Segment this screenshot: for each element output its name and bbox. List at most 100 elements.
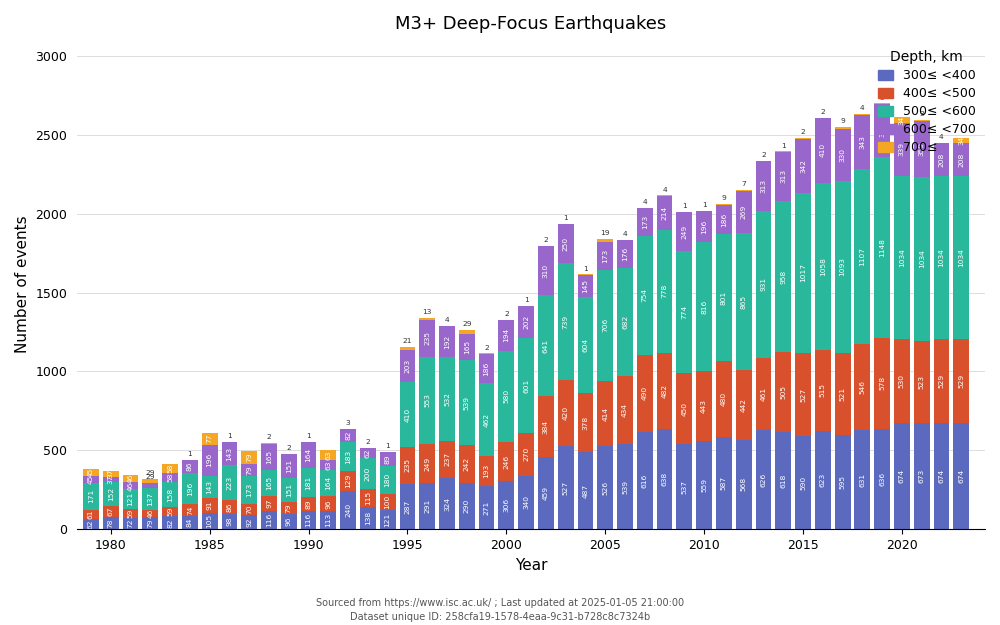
Text: 339: 339 <box>899 142 905 156</box>
Bar <box>459 445 475 484</box>
Bar <box>498 481 514 529</box>
Bar <box>162 464 178 473</box>
Text: 45: 45 <box>88 474 94 484</box>
Bar <box>637 236 653 355</box>
Bar <box>756 431 771 529</box>
Bar <box>558 224 574 263</box>
Bar <box>360 458 376 489</box>
Text: 79: 79 <box>246 453 252 462</box>
Bar <box>538 246 554 295</box>
Bar <box>340 491 356 529</box>
Text: 29: 29 <box>146 474 155 481</box>
Text: 121: 121 <box>128 492 134 506</box>
Text: 2: 2 <box>504 311 509 317</box>
Text: 4: 4 <box>939 134 944 140</box>
Text: 414: 414 <box>602 407 608 421</box>
Text: 46: 46 <box>147 509 153 518</box>
Text: 559: 559 <box>701 478 707 492</box>
Bar <box>439 441 455 478</box>
Bar <box>676 444 692 529</box>
Text: 754: 754 <box>642 288 648 302</box>
Text: 186: 186 <box>484 361 490 376</box>
Text: 240: 240 <box>345 503 351 518</box>
Text: 1: 1 <box>682 203 687 209</box>
Bar <box>439 357 455 441</box>
Text: 673: 673 <box>919 469 925 483</box>
Text: 203: 203 <box>404 359 410 373</box>
Bar <box>696 211 712 242</box>
Text: 82: 82 <box>167 518 173 528</box>
Text: 1: 1 <box>227 434 232 439</box>
Bar <box>617 268 633 376</box>
Bar <box>894 118 910 122</box>
Text: 530: 530 <box>899 374 905 388</box>
Bar <box>83 483 99 510</box>
Text: 82: 82 <box>345 431 351 441</box>
Text: 1: 1 <box>306 434 311 439</box>
Bar <box>459 334 475 360</box>
Text: 246: 246 <box>503 454 509 469</box>
Text: 3: 3 <box>880 94 884 101</box>
Bar <box>696 242 712 371</box>
Text: 97: 97 <box>266 499 272 508</box>
Text: 59: 59 <box>167 507 173 516</box>
Bar <box>775 201 791 352</box>
Bar <box>538 457 554 529</box>
Bar <box>340 471 356 491</box>
Text: 196: 196 <box>701 220 707 234</box>
Bar <box>301 497 316 511</box>
Text: 359: 359 <box>919 142 925 156</box>
Text: 151: 151 <box>286 482 292 497</box>
Bar <box>439 478 455 529</box>
Text: 324: 324 <box>444 497 450 511</box>
Text: 626: 626 <box>760 472 766 487</box>
Text: 490: 490 <box>642 386 648 401</box>
Text: 181: 181 <box>306 476 312 490</box>
Text: 578: 578 <box>879 376 885 391</box>
Text: 89: 89 <box>306 499 312 509</box>
Bar <box>854 114 870 115</box>
Bar <box>498 351 514 442</box>
Bar <box>162 473 178 482</box>
Bar <box>479 456 494 486</box>
Text: 158: 158 <box>167 488 173 502</box>
Text: 482: 482 <box>662 384 668 398</box>
Text: 45: 45 <box>88 468 94 477</box>
Y-axis label: Number of events: Number of events <box>15 216 30 354</box>
Bar <box>934 143 949 144</box>
Text: 1: 1 <box>583 266 588 272</box>
Text: 450: 450 <box>681 402 687 416</box>
Text: 539: 539 <box>464 396 470 410</box>
Bar <box>83 510 99 519</box>
Bar <box>182 460 198 473</box>
Bar <box>340 429 356 442</box>
Bar <box>637 208 653 209</box>
Text: 739: 739 <box>563 314 569 329</box>
Text: 34: 34 <box>958 136 964 146</box>
Text: 86: 86 <box>226 503 232 512</box>
Bar <box>894 339 910 423</box>
Bar <box>479 354 494 383</box>
Text: 537: 537 <box>681 480 687 494</box>
Text: 580: 580 <box>503 389 509 403</box>
Text: 192: 192 <box>444 334 450 349</box>
Text: 1017: 1017 <box>800 263 806 282</box>
Bar <box>222 442 237 465</box>
Title: M3+ Deep-Focus Earthquakes: M3+ Deep-Focus Earthquakes <box>395 15 667 33</box>
Bar <box>360 508 376 529</box>
Text: 4: 4 <box>445 317 449 323</box>
Text: 116: 116 <box>266 513 272 528</box>
Text: 237: 237 <box>444 452 450 466</box>
Bar <box>914 121 930 177</box>
Bar <box>400 447 415 484</box>
Text: 604: 604 <box>582 338 588 352</box>
Bar <box>934 339 949 423</box>
Text: 2: 2 <box>761 152 766 158</box>
Text: 461: 461 <box>760 387 766 401</box>
Bar <box>498 442 514 481</box>
Text: 235: 235 <box>424 331 430 345</box>
Text: 1148: 1148 <box>879 238 885 256</box>
Bar <box>83 519 99 529</box>
Bar <box>518 338 534 433</box>
Text: 79: 79 <box>147 518 153 528</box>
